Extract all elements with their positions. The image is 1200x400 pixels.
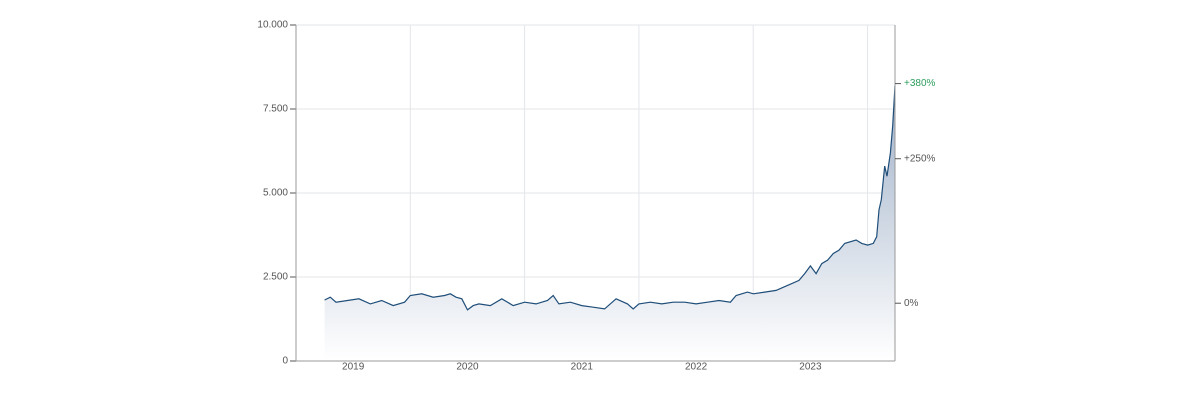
y2-tick-label: +250% bbox=[904, 153, 936, 164]
line bbox=[324, 85, 896, 311]
area bbox=[324, 85, 895, 361]
x-tick-label: 2021 bbox=[571, 362, 594, 373]
y-tick-label: 10.000 bbox=[257, 20, 288, 31]
y-tick-label: 5.000 bbox=[263, 188, 288, 199]
x-tick-label: 2023 bbox=[799, 362, 822, 373]
y-tick-label: 2.500 bbox=[263, 272, 288, 283]
x-tick-label: 2019 bbox=[342, 362, 365, 373]
x-tick-label: 2022 bbox=[685, 362, 708, 373]
x-tick-label: 2020 bbox=[456, 362, 479, 373]
y-tick-label: 0 bbox=[282, 356, 288, 367]
y2-tick-label: 0% bbox=[904, 298, 919, 309]
y-tick-label: 7.500 bbox=[263, 104, 288, 115]
y2-tick-label: +380% bbox=[904, 78, 936, 89]
